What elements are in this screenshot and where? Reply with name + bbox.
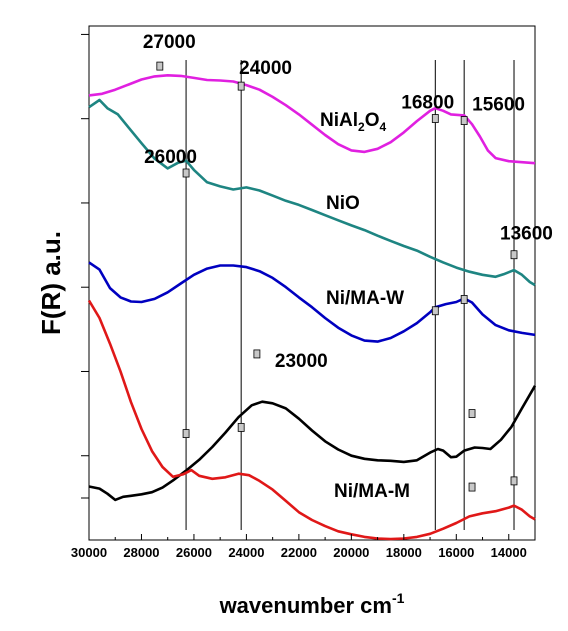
series-line-3 [88, 385, 537, 502]
x-tick-label-5: 20000 [333, 545, 369, 560]
marker-6 [431, 306, 439, 316]
marker-0 [156, 61, 164, 71]
marker-4 [182, 168, 190, 178]
series-label-nial2o4-mid: O [365, 110, 380, 131]
x-axis-title-superscript: -1 [392, 590, 405, 606]
annotation-24000: 24000 [239, 58, 292, 79]
series-label-nio: NiO [326, 193, 360, 214]
marker-12 [468, 482, 476, 492]
x-tick-label-4: 22000 [281, 545, 317, 560]
series-line-4 [87, 299, 536, 541]
x-tick-label-3: 24000 [228, 545, 264, 560]
marker-7 [460, 295, 468, 304]
series-label-nial2o4-main: NiAl [320, 110, 358, 131]
y-axis-title: F(R) a.u. [36, 231, 66, 335]
markers-group [156, 61, 518, 492]
series-label-nial2o4-sub1: 2 [358, 120, 365, 134]
series-label-ni-ma-w: Ni/MA-W [326, 288, 404, 309]
annotation-27000: 27000 [143, 32, 196, 53]
annotation-13600: 13600 [500, 224, 553, 245]
x-tick-label-8: 14000 [491, 545, 527, 560]
marker-5 [510, 250, 518, 260]
marker-8 [253, 349, 261, 359]
x-tick-label-0: 30000 [71, 545, 107, 560]
x-axis-title: wavenumber cm-1 [219, 590, 405, 618]
x-tick-label-2: 26000 [176, 545, 212, 560]
marker-9 [468, 409, 476, 418]
series-line-0 [88, 74, 536, 165]
series-label-nial2o4-sub2: 4 [379, 120, 386, 134]
x-tick-label-6: 18000 [386, 545, 422, 560]
annotation-26000: 26000 [144, 147, 197, 168]
y-axis [81, 33, 89, 499]
annotation-23000: 23000 [275, 351, 328, 372]
annotation-15600: 15600 [472, 95, 525, 116]
marker-11 [237, 423, 245, 432]
series-line-1 [88, 98, 536, 287]
series-label-ni-ma-m: Ni/MA-M [334, 481, 410, 502]
series-label-nial2o4: NiAl2O4 [320, 110, 386, 134]
x-axis: 30000 28000 26000 24000 22000 20000 18000 16000… [71, 534, 527, 560]
series-group [87, 74, 537, 541]
annotation-16800: 16800 [401, 93, 454, 114]
marker-3 [460, 116, 468, 125]
marker-10 [182, 429, 190, 439]
x-axis-title-main: wavenumber cm [219, 593, 392, 618]
marker-2 [431, 114, 439, 123]
plot-area [88, 25, 536, 541]
annotations: 27000 24000 16800 15600 26000 13600 23000 [143, 32, 553, 372]
marker-13 [510, 476, 518, 486]
x-tick-label-1: 28000 [123, 545, 159, 560]
x-tick-label-7: 16000 [438, 545, 474, 560]
marker-1 [237, 81, 245, 91]
